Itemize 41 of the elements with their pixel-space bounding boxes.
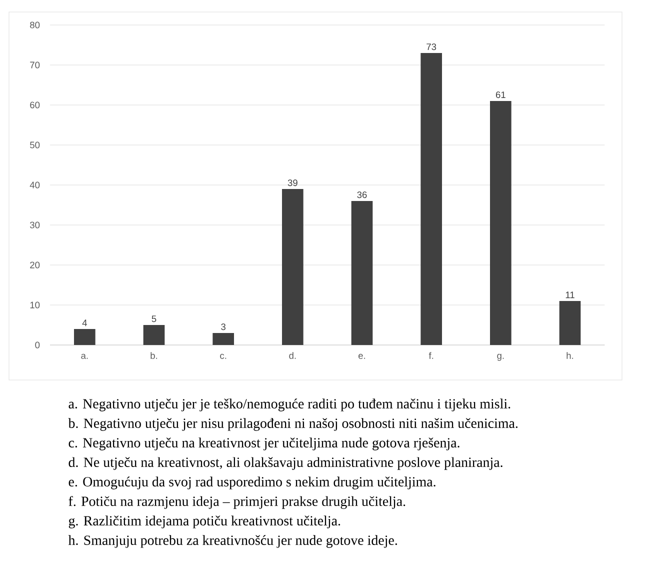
text: c. Negativno utječu na kreativnost jer učiteljima nude gotova rješenja. bbox=[68, 438, 460, 450]
x-tick-label: a. bbox=[81, 354, 88, 359]
x-tick-label: f. bbox=[428, 352, 434, 359]
data-label: 73 bbox=[426, 44, 436, 50]
bar bbox=[559, 301, 581, 345]
data-label: 61 bbox=[496, 92, 506, 98]
data-label: 11 bbox=[566, 292, 574, 298]
data-label: 5 bbox=[152, 316, 156, 322]
y-tick-label: 40 bbox=[30, 182, 40, 188]
y-tick-label: 20 bbox=[30, 262, 40, 268]
y-tick-label: 10 bbox=[30, 302, 40, 308]
x-tick-label: e. bbox=[358, 354, 366, 359]
y-tick-label: 0 bbox=[35, 342, 40, 348]
y-tick-label: 30 bbox=[30, 222, 40, 228]
x-tick-label: b. bbox=[150, 352, 158, 359]
data-label: 39 bbox=[288, 180, 298, 186]
y-tick-label: 80 bbox=[30, 22, 40, 28]
x-tick-label: g. bbox=[497, 354, 504, 361]
bar bbox=[143, 325, 165, 345]
x-tick-label: d. bbox=[289, 352, 296, 359]
bar bbox=[282, 189, 304, 345]
bar bbox=[74, 329, 96, 345]
y-tick-label: 70 bbox=[30, 62, 40, 68]
y-tick-label: 50 bbox=[30, 142, 40, 148]
text: b. Negativno utječu jer nisu prilagođeni ni našoj osobnosti niti našim učenicima. bbox=[68, 418, 518, 431]
x-tick-label: h. bbox=[566, 352, 574, 359]
bar bbox=[490, 101, 512, 345]
data-label: 4 bbox=[82, 320, 87, 326]
text: h. Smanjuju potrebu za kreativnošću jer nude gotove ideje. bbox=[68, 535, 397, 548]
data-label: 36 bbox=[357, 192, 367, 198]
text: d. Ne utječu na kreativnost, ali olakšavaju administrativne poslove planiranja. bbox=[68, 457, 502, 470]
bar bbox=[420, 53, 442, 345]
text: a. Negativno utječu jer je teško/nemoguće raditi po tuđem načinu i tijeku misli. bbox=[68, 398, 510, 412]
text: g. Različitim idejama potiču kreativnost učitelja. bbox=[68, 516, 340, 528]
y-tick-label: 60 bbox=[30, 102, 40, 108]
bar bbox=[212, 333, 234, 345]
x-tick-label: c. bbox=[220, 354, 226, 359]
text: f. Potiču na razmjenu ideja – primjeri prakse drugih učitelja. bbox=[68, 496, 406, 509]
data-label: 3 bbox=[221, 324, 226, 330]
text: e. Omogućuju da svoj rad usporedimo s nekim drugim učiteljima. bbox=[68, 476, 436, 490]
bar bbox=[351, 201, 373, 345]
